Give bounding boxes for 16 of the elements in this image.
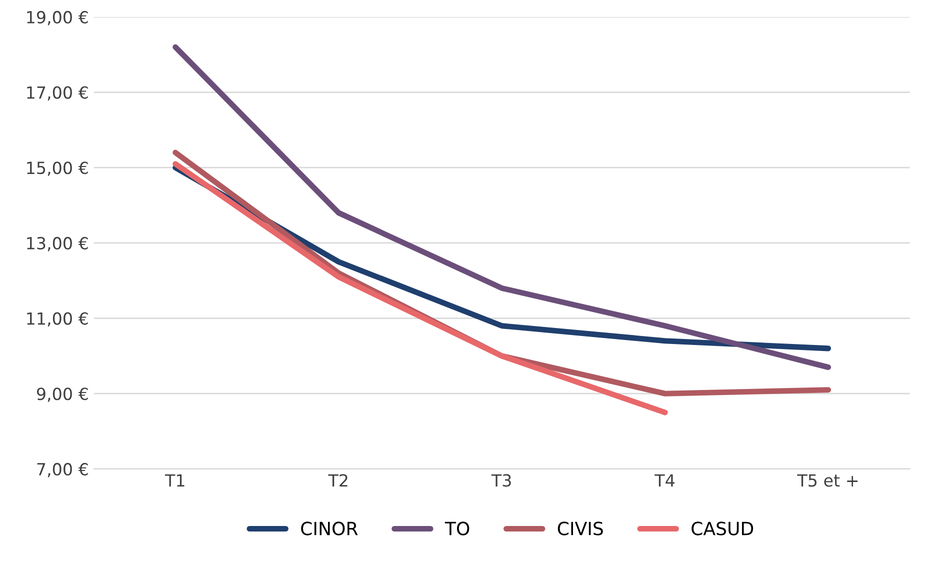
y-tick-label: 13,00 € (27, 236, 88, 252)
legend-label: CASUD (692, 522, 754, 536)
legend-label: CINOR (301, 522, 358, 536)
y-tick-label: 11,00 € (27, 312, 88, 327)
x-tick-label: T5 et + (797, 474, 858, 487)
y-tick-label: 15,00 € (27, 162, 88, 176)
x-tick-label: T1 (164, 474, 184, 486)
x-tick-label: T3 (491, 474, 511, 487)
legend-label: CIVIS (558, 522, 603, 536)
y-tick-label: 9,00 € (36, 388, 88, 402)
x-tick-label: T4 (654, 474, 674, 486)
y-tick-label: 7,00 € (37, 462, 88, 478)
legend-label: TO (444, 522, 470, 536)
y-tick-label: 19,00 € (27, 10, 88, 26)
y-tick-label: 17,00 € (27, 86, 88, 101)
x-tick-label: T2 (328, 474, 348, 486)
